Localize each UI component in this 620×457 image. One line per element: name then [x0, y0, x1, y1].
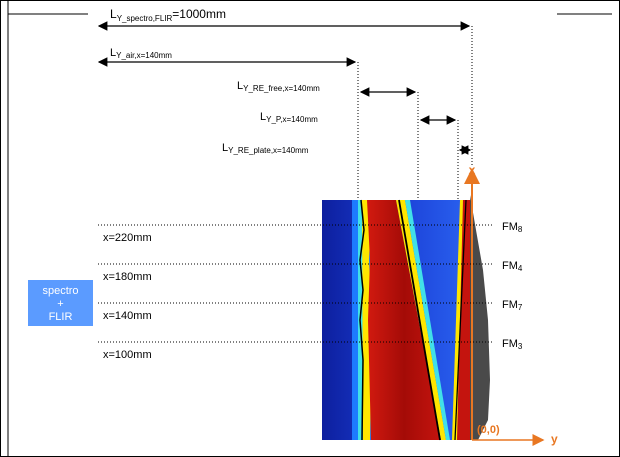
dim-label-air: LY_air,x=140mm: [110, 47, 172, 60]
x-axis-label: x: [469, 163, 476, 177]
instrument-line-3: FLIR: [49, 311, 73, 323]
position-label-180: x=180mm: [103, 271, 152, 283]
dim-label-re-free: LY_RE_free,x=140mm: [237, 80, 320, 93]
position-label-100: x=100mm: [103, 349, 152, 361]
axes: x y (0,0): [464, 163, 558, 446]
dim-label-spectro-flir: LY_spectro,FLIR=1000mm: [110, 7, 226, 23]
dimension-arrows: [97, 21, 472, 155]
y-axis-label: y: [551, 432, 558, 446]
instrument-line-2: +: [57, 298, 63, 310]
plate-profile: [470, 195, 490, 440]
instrument-box: spectro + FLIR: [28, 280, 93, 326]
probe-label-fm8: FM8: [502, 221, 523, 234]
thermal-image: [322, 199, 470, 441]
dim-label-re-plate: LY_RE_plate,x=140mm: [222, 142, 309, 155]
vertical-guides: [357, 26, 473, 200]
instrument-line-1: spectro: [42, 285, 78, 297]
probe-label-fm4: FM4: [502, 260, 523, 273]
probe-label-fm7: FM7: [502, 299, 523, 312]
dim-label-p: LY_P,x=140mm: [260, 111, 318, 124]
origin-label: (0,0): [477, 424, 500, 436]
position-label-140: x=140mm: [103, 310, 152, 322]
position-label-220: x=220mm: [103, 232, 152, 244]
probe-label-fm3: FM3: [502, 338, 523, 351]
